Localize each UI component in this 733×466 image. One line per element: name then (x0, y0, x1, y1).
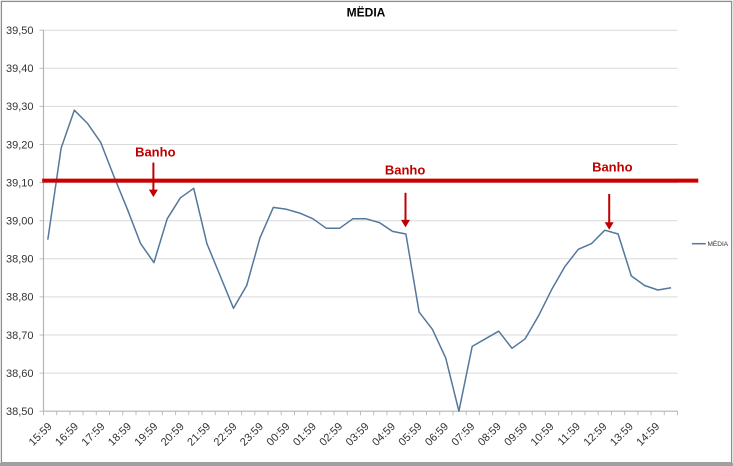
svg-text:38,60: 38,60 (6, 368, 34, 380)
svg-text:39,10: 39,10 (6, 177, 34, 189)
svg-text:39,30: 39,30 (6, 101, 34, 113)
svg-text:38,80: 38,80 (6, 292, 34, 304)
svg-text:39,50: 39,50 (6, 25, 34, 37)
svg-text:MËDIA: MËDIA (347, 5, 386, 20)
svg-text:Banho: Banho (592, 159, 633, 174)
svg-text:39,40: 39,40 (6, 63, 34, 75)
svg-text:38,50: 38,50 (6, 406, 34, 418)
svg-text:39,20: 39,20 (6, 139, 34, 151)
svg-text:39,00: 39,00 (6, 216, 34, 228)
svg-text:MËDIA: MËDIA (708, 240, 729, 248)
svg-text:Banho: Banho (385, 162, 426, 177)
svg-text:Banho: Banho (135, 145, 176, 160)
svg-text:38,90: 38,90 (6, 254, 34, 266)
svg-text:38,70: 38,70 (6, 330, 34, 342)
